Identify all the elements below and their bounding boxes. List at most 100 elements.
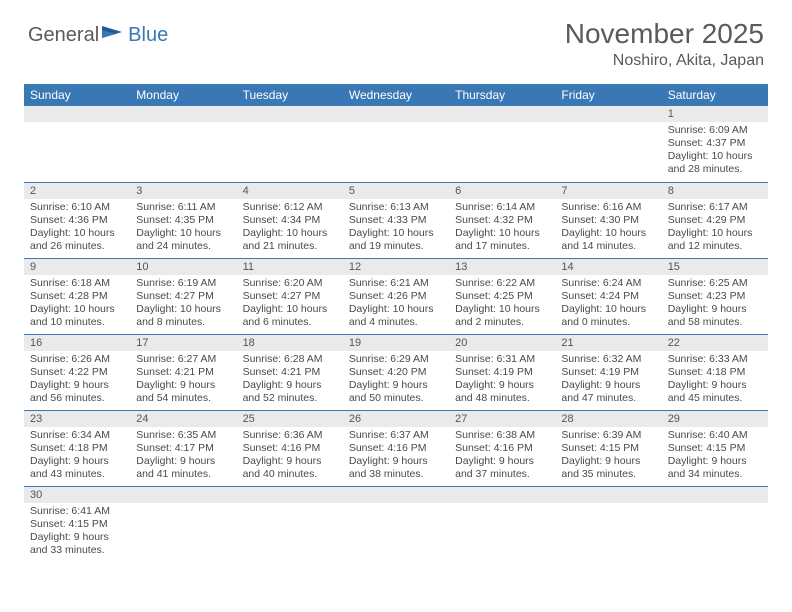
- cell-daylight: Daylight: 9 hours and 34 minutes.: [668, 455, 762, 481]
- day-number: 4: [237, 183, 343, 199]
- cell-sunset: Sunset: 4:20 PM: [349, 366, 443, 379]
- day-number-empty: [555, 106, 661, 122]
- cell-body: Sunrise: 6:36 AMSunset: 4:16 PMDaylight:…: [237, 427, 343, 486]
- calendar-cell: 17Sunrise: 6:27 AMSunset: 4:21 PMDayligh…: [130, 334, 236, 410]
- cell-sunset: Sunset: 4:27 PM: [243, 290, 337, 303]
- calendar-cell: 25Sunrise: 6:36 AMSunset: 4:16 PMDayligh…: [237, 410, 343, 486]
- cell-sunrise: Sunrise: 6:31 AM: [455, 353, 549, 366]
- cell-body: Sunrise: 6:35 AMSunset: 4:17 PMDaylight:…: [130, 427, 236, 486]
- cell-body: Sunrise: 6:16 AMSunset: 4:30 PMDaylight:…: [555, 199, 661, 258]
- cell-sunset: Sunset: 4:21 PM: [136, 366, 230, 379]
- cell-body: Sunrise: 6:17 AMSunset: 4:29 PMDaylight:…: [662, 199, 768, 258]
- cell-sunset: Sunset: 4:15 PM: [30, 518, 124, 531]
- day-number: 26: [343, 411, 449, 427]
- cell-sunrise: Sunrise: 6:19 AM: [136, 277, 230, 290]
- cell-body: Sunrise: 6:11 AMSunset: 4:35 PMDaylight:…: [130, 199, 236, 258]
- day-number: 29: [662, 411, 768, 427]
- cell-sunrise: Sunrise: 6:33 AM: [668, 353, 762, 366]
- day-number-empty: [449, 487, 555, 503]
- cell-sunset: Sunset: 4:34 PM: [243, 214, 337, 227]
- day-number: 9: [24, 259, 130, 275]
- day-number: 22: [662, 335, 768, 351]
- cell-sunrise: Sunrise: 6:12 AM: [243, 201, 337, 214]
- calendar-body: 1Sunrise: 6:09 AMSunset: 4:37 PMDaylight…: [24, 106, 768, 562]
- day-number: 20: [449, 335, 555, 351]
- calendar-cell: [130, 486, 236, 562]
- cell-daylight: Daylight: 10 hours and 26 minutes.: [30, 227, 124, 253]
- cell-body: Sunrise: 6:39 AMSunset: 4:15 PMDaylight:…: [555, 427, 661, 486]
- cell-sunrise: Sunrise: 6:35 AM: [136, 429, 230, 442]
- calendar-cell: 13Sunrise: 6:22 AMSunset: 4:25 PMDayligh…: [449, 258, 555, 334]
- day-number: 6: [449, 183, 555, 199]
- calendar-cell: 7Sunrise: 6:16 AMSunset: 4:30 PMDaylight…: [555, 182, 661, 258]
- cell-body: Sunrise: 6:31 AMSunset: 4:19 PMDaylight:…: [449, 351, 555, 410]
- month-title: November 2025: [565, 18, 764, 50]
- day-number: 28: [555, 411, 661, 427]
- cell-sunrise: Sunrise: 6:36 AM: [243, 429, 337, 442]
- cell-daylight: Daylight: 10 hours and 19 minutes.: [349, 227, 443, 253]
- cell-sunset: Sunset: 4:18 PM: [668, 366, 762, 379]
- day-number: 14: [555, 259, 661, 275]
- calendar-cell: 10Sunrise: 6:19 AMSunset: 4:27 PMDayligh…: [130, 258, 236, 334]
- cell-body: Sunrise: 6:37 AMSunset: 4:16 PMDaylight:…: [343, 427, 449, 486]
- day-number: 3: [130, 183, 236, 199]
- cell-daylight: Daylight: 10 hours and 4 minutes.: [349, 303, 443, 329]
- cell-body: Sunrise: 6:27 AMSunset: 4:21 PMDaylight:…: [130, 351, 236, 410]
- cell-daylight: Daylight: 10 hours and 17 minutes.: [455, 227, 549, 253]
- cell-sunset: Sunset: 4:30 PM: [561, 214, 655, 227]
- day-number-empty: [130, 106, 236, 122]
- cell-sunset: Sunset: 4:21 PM: [243, 366, 337, 379]
- cell-sunrise: Sunrise: 6:38 AM: [455, 429, 549, 442]
- day-number: 27: [449, 411, 555, 427]
- cell-daylight: Daylight: 9 hours and 43 minutes.: [30, 455, 124, 481]
- weekday-header: Friday: [555, 84, 661, 106]
- cell-daylight: Daylight: 10 hours and 6 minutes.: [243, 303, 337, 329]
- cell-daylight: Daylight: 9 hours and 40 minutes.: [243, 455, 337, 481]
- calendar-cell: [237, 106, 343, 182]
- weekday-header: Saturday: [662, 84, 768, 106]
- cell-sunrise: Sunrise: 6:32 AM: [561, 353, 655, 366]
- cell-sunset: Sunset: 4:37 PM: [668, 137, 762, 150]
- weekday-header: Tuesday: [237, 84, 343, 106]
- cell-sunrise: Sunrise: 6:39 AM: [561, 429, 655, 442]
- cell-daylight: Daylight: 10 hours and 28 minutes.: [668, 150, 762, 176]
- cell-sunset: Sunset: 4:28 PM: [30, 290, 124, 303]
- cell-daylight: Daylight: 10 hours and 8 minutes.: [136, 303, 230, 329]
- cell-sunset: Sunset: 4:19 PM: [561, 366, 655, 379]
- day-number-empty: [662, 487, 768, 503]
- calendar-cell: 18 Sunrise: 6:28 AMSunset: 4:21 PMDayligh…: [237, 334, 343, 410]
- cell-daylight: Daylight: 9 hours and 56 minutes.: [30, 379, 124, 405]
- cell-sunrise: Sunrise: 6:13 AM: [349, 201, 443, 214]
- day-number-empty: [237, 487, 343, 503]
- location: Noshiro, Akita, Japan: [565, 52, 764, 70]
- day-number: 11: [237, 259, 343, 275]
- day-number: 21: [555, 335, 661, 351]
- cell-sunset: Sunset: 4:18 PM: [30, 442, 124, 455]
- cell-sunset: Sunset: 4:26 PM: [349, 290, 443, 303]
- cell-body: Sunrise: 6:18 AMSunset: 4:28 PMDaylight:…: [24, 275, 130, 334]
- cell-daylight: Daylight: 10 hours and 10 minutes.: [30, 303, 124, 329]
- cell-daylight: Daylight: 9 hours and 52 minutes.: [243, 379, 337, 405]
- calendar-cell: [449, 106, 555, 182]
- cell-daylight: Daylight: 9 hours and 38 minutes.: [349, 455, 443, 481]
- cell-sunrise: Sunrise: 6:40 AM: [668, 429, 762, 442]
- cell-body: Sunrise: 6:13 AMSunset: 4:33 PMDaylight:…: [343, 199, 449, 258]
- cell-sunset: Sunset: 4:16 PM: [243, 442, 337, 455]
- cell-daylight: Daylight: 9 hours and 37 minutes.: [455, 455, 549, 481]
- cell-sunrise: Sunrise: 6:21 AM: [349, 277, 443, 290]
- day-number: 8: [662, 183, 768, 199]
- cell-sunrise: Sunrise: 6:11 AM: [136, 201, 230, 214]
- calendar-cell: [343, 486, 449, 562]
- calendar-cell: 11Sunrise: 6:20 AMSunset: 4:27 PMDayligh…: [237, 258, 343, 334]
- brand-part2: Blue: [128, 24, 168, 47]
- calendar-week: 16Sunrise: 6:26 AMSunset: 4:22 PMDayligh…: [24, 334, 768, 410]
- cell-sunrise: Sunrise: 6:28 AM: [243, 353, 337, 366]
- day-number: 18: [237, 335, 343, 351]
- calendar-cell: [555, 106, 661, 182]
- cell-daylight: Daylight: 10 hours and 12 minutes.: [668, 227, 762, 253]
- cell-body: Sunrise: 6:38 AMSunset: 4:16 PMDaylight:…: [449, 427, 555, 486]
- calendar-cell: 6Sunrise: 6:14 AMSunset: 4:32 PMDaylight…: [449, 182, 555, 258]
- cell-body: Sunrise: 6:25 AMSunset: 4:23 PMDaylight:…: [662, 275, 768, 334]
- calendar-cell: [24, 106, 130, 182]
- cell-sunset: Sunset: 4:23 PM: [668, 290, 762, 303]
